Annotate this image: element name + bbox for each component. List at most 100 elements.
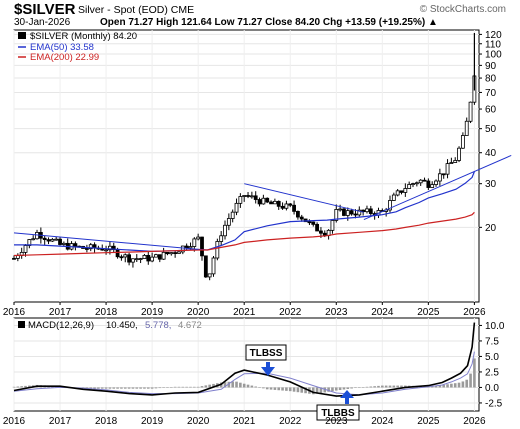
macd-histogram-bar <box>457 382 461 388</box>
macd-histogram-bar <box>131 387 135 389</box>
macd-histogram-bar <box>93 387 96 389</box>
candle-body <box>311 221 316 225</box>
macd-x-tick-label: 2020 <box>187 416 210 427</box>
macd-histogram-bar <box>196 386 200 388</box>
price-y-tick-label: 70 <box>485 88 497 99</box>
macd-y-tick-label: 5.0 <box>485 352 499 363</box>
candle-body <box>357 209 362 216</box>
candle-body <box>246 195 250 197</box>
candle-body <box>353 213 358 216</box>
candle-body <box>460 135 465 149</box>
macd-histogram-bar <box>127 387 131 389</box>
price-x-tick-label: 2026 <box>463 307 486 318</box>
macd-histogram-bar <box>97 387 100 389</box>
macd-y-tick-label: 0.0 <box>485 383 499 394</box>
candle-body <box>437 173 442 182</box>
macd-legend-swatch <box>18 321 25 328</box>
tlbbs-arrow-icon <box>340 390 354 404</box>
candle-body <box>15 255 20 259</box>
watermark: © StockCharts.com <box>420 4 506 15</box>
macd-histogram-bar <box>269 387 273 390</box>
candle-body <box>131 258 135 263</box>
candle-body <box>58 238 62 245</box>
price-y-tick-label: 110 <box>485 39 501 50</box>
macd-histogram-bar <box>453 383 457 388</box>
macd-histogram-bar <box>139 387 142 389</box>
candle-body <box>292 204 296 212</box>
candle-body <box>234 202 239 213</box>
macd-histogram-bar <box>304 387 307 394</box>
trendline <box>363 154 512 221</box>
candle-body <box>280 205 285 209</box>
candle-body <box>265 197 270 203</box>
tlbss-box <box>245 344 287 361</box>
macd-x-tick-label: 2022 <box>279 416 302 427</box>
candle-body <box>453 160 458 163</box>
price-y-tick-label: 50 <box>485 124 497 135</box>
candle-body <box>330 220 335 231</box>
macd-histogram-bar <box>181 386 185 388</box>
macd-histogram-bar <box>381 385 384 388</box>
macd-histogram-bar <box>193 386 196 388</box>
macd-histogram-bar <box>162 387 165 388</box>
macd-histogram-bar <box>89 387 93 389</box>
price-y-tick-label: 80 <box>485 74 497 85</box>
macd-histogram-bar <box>146 387 150 389</box>
macd-histogram-bar <box>434 385 438 388</box>
macd-histogram-bar <box>323 387 327 393</box>
macd-x-tick-label: 2023 <box>325 416 348 427</box>
candle-body <box>115 249 120 258</box>
candle-body <box>35 232 39 240</box>
candle-body <box>269 201 273 205</box>
candle-body <box>230 211 235 219</box>
candle-body <box>73 243 78 247</box>
candle-body <box>319 230 323 234</box>
macd-histogram-bar <box>357 387 361 388</box>
macd-x-tick-label: 2026 <box>463 416 486 427</box>
candle-body <box>84 248 89 250</box>
macd-histogram-bar <box>208 384 211 388</box>
candle-body <box>296 210 300 218</box>
macd-marks <box>12 322 476 397</box>
tlbss-callout: TLBSS <box>245 344 287 376</box>
tlbss-label: TLBSS <box>250 348 283 359</box>
macd-histogram-bar <box>254 386 258 388</box>
macd-histogram-bar <box>231 381 234 388</box>
macd-histogram-bar <box>100 387 104 389</box>
trendline <box>244 183 365 213</box>
macd-histogram-bar <box>388 385 392 388</box>
macd-histogram-bar <box>281 387 284 391</box>
macd-histogram-bar <box>154 387 158 389</box>
macd-histogram-bar <box>227 381 231 388</box>
candle-body <box>154 254 158 258</box>
candle-body <box>338 208 343 211</box>
price-x-ticks: 2016 2017 2018 2019 2020 2021 2022 2023 2024 2025… <box>3 302 486 318</box>
candle-body <box>138 258 143 260</box>
candle-body <box>165 251 170 255</box>
price-x-tick-label: 2016 <box>3 307 26 318</box>
chart-date: 30-Jan-2026 <box>14 17 71 28</box>
price-x-tick-label: 2019 <box>141 307 164 318</box>
ema50-line <box>14 171 475 253</box>
candle-body <box>288 203 293 206</box>
macd-histogram-bar <box>365 386 369 388</box>
candle-body <box>184 245 189 249</box>
macd-histogram-bar <box>273 387 277 390</box>
candle-body <box>123 254 128 258</box>
macd-y-tick-label: -2.5 <box>485 398 503 409</box>
candle-body <box>414 182 419 185</box>
macd-histogram-bar <box>116 387 119 389</box>
candle-body <box>157 254 162 260</box>
macd-x-tick-label: 2021 <box>233 416 256 427</box>
macd-histogram-bar <box>392 385 396 388</box>
macd-signal-line <box>13 351 475 396</box>
candle-body <box>207 273 212 278</box>
macd-histogram-bar <box>223 382 227 388</box>
macd-x-tick-label: 2019 <box>141 416 164 427</box>
macd-histogram-bar <box>361 387 365 388</box>
macd-histogram-bar <box>404 385 407 388</box>
candle-body <box>368 208 373 214</box>
macd-histogram-bar <box>369 386 373 388</box>
candle-body <box>272 200 277 205</box>
candle-body <box>42 237 47 241</box>
